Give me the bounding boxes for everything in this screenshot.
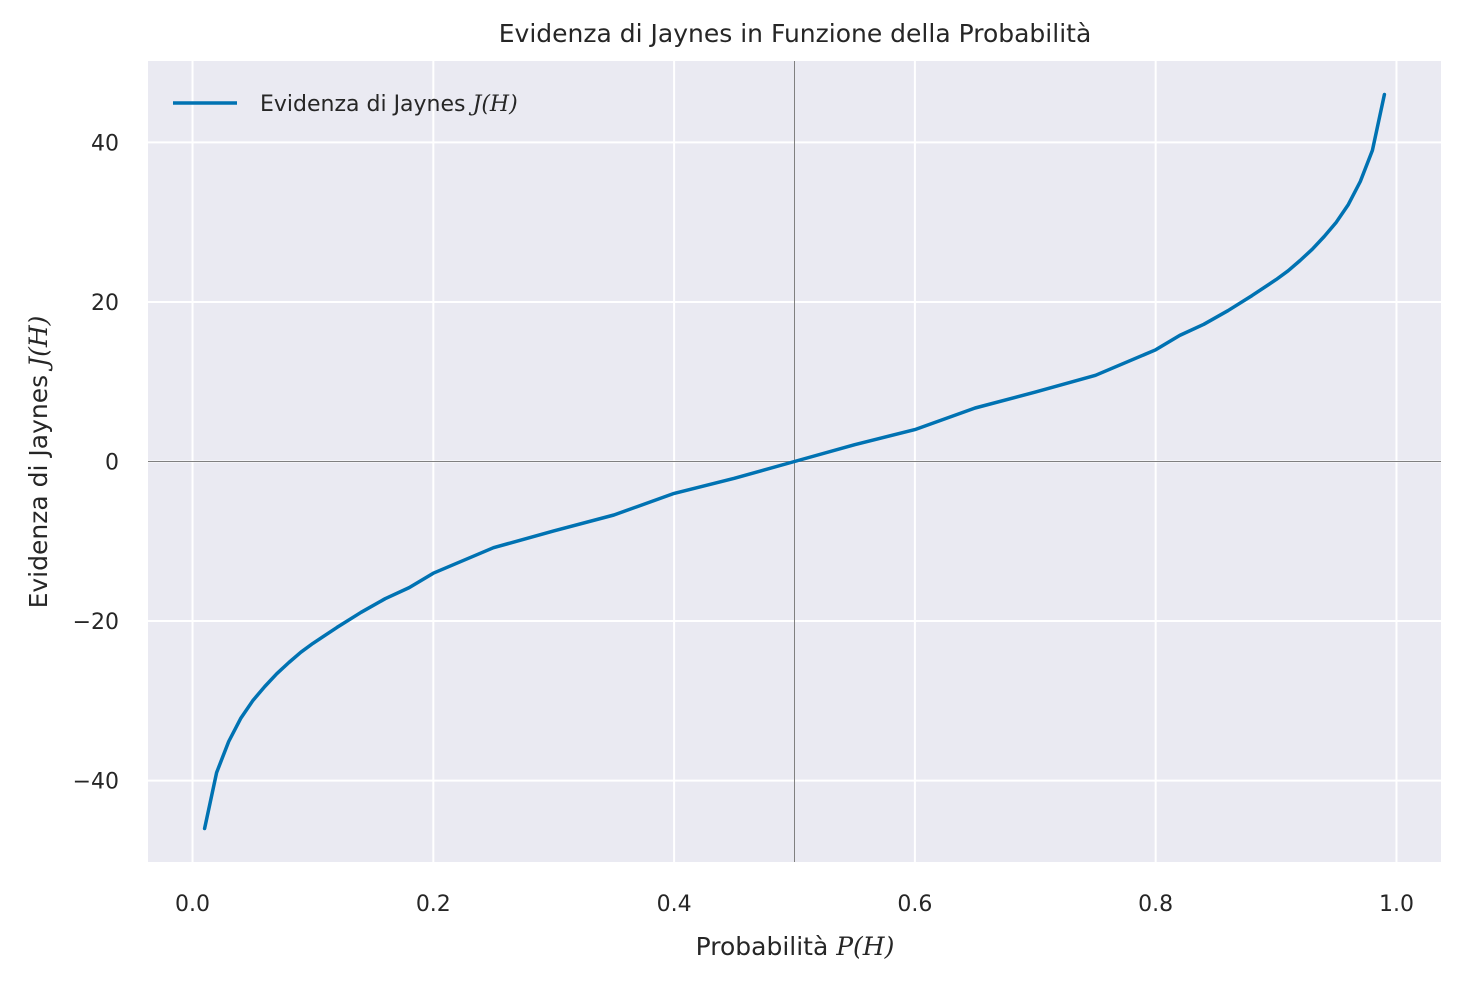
series-layer <box>202 92 1387 831</box>
chart-title: Evidenza di Jaynes in Funzione della Pro… <box>499 19 1092 48</box>
x-tick-label: 0.0 <box>175 892 210 917</box>
y-axis-label-math: J(H) <box>24 316 53 372</box>
legend-label-math: J(H) <box>469 92 518 117</box>
series-line-jaynes-evidence <box>202 92 1387 831</box>
y-tick-label: 20 <box>91 291 119 316</box>
x-tick-label: 0.4 <box>657 892 692 917</box>
x-tick-labels: 0.0 0.2 0.4 0.6 0.8 1.0 <box>175 892 1414 917</box>
x-axis-label-math: P(H) <box>835 932 894 961</box>
x-axis-label-text: Probabilità <box>696 932 837 961</box>
y-tick-label: 0 <box>105 451 119 476</box>
y-tick-label: −40 <box>73 770 119 795</box>
y-tick-labels: −40 −20 0 20 40 <box>73 131 119 794</box>
legend-label-text: Evidenza di Jaynes <box>260 92 473 117</box>
legend-label: Evidenza di Jaynes J(H) <box>260 92 518 117</box>
y-tick-label: −20 <box>73 610 119 635</box>
x-tick-label: 0.8 <box>1138 892 1173 917</box>
y-axis-label: Evidenza di Jaynes J(H) <box>24 316 53 609</box>
y-axis-label-text: Evidenza di Jaynes <box>24 367 53 608</box>
x-axis-label: Probabilità P(H) <box>696 932 895 961</box>
x-tick-label: 1.0 <box>1379 892 1414 917</box>
x-tick-label: 0.6 <box>897 892 932 917</box>
legend: Evidenza di Jaynes J(H) <box>173 92 518 117</box>
y-tick-label: 40 <box>91 131 119 156</box>
x-tick-label: 0.2 <box>416 892 451 917</box>
